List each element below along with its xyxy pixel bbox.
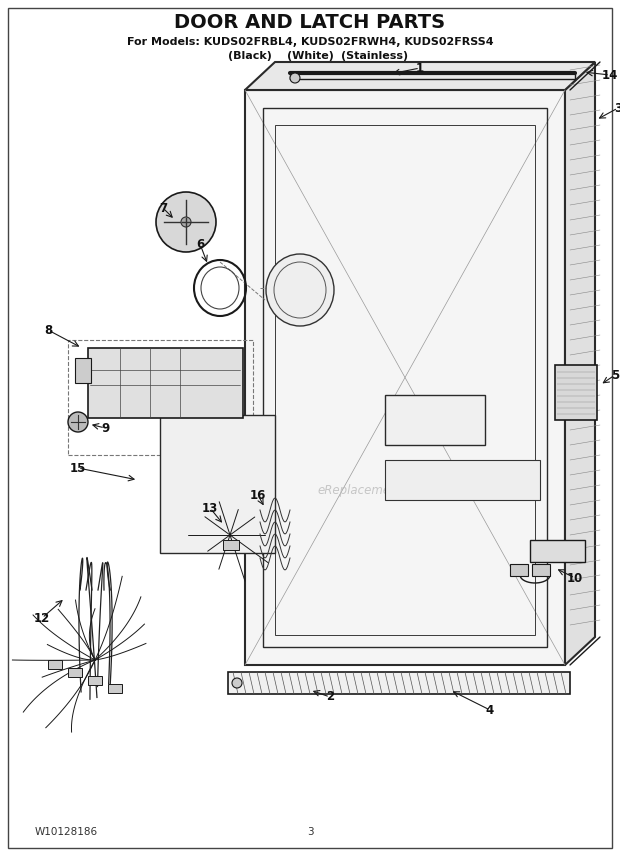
Text: 8: 8 [44,324,52,336]
Bar [510,564,528,576]
Text: 4: 4 [486,704,494,716]
Bar [48,660,62,669]
Text: 16: 16 [250,489,266,502]
Polygon shape [245,90,565,665]
Bar [88,676,102,685]
Bar [108,684,122,693]
Bar [530,540,585,562]
Polygon shape [245,62,595,90]
Bar [555,365,597,420]
Circle shape [181,217,191,227]
Text: 9: 9 [101,421,109,435]
Bar [228,672,570,694]
Text: 13: 13 [202,502,218,514]
Text: DOOR AND LATCH PARTS: DOOR AND LATCH PARTS [174,13,446,32]
Text: (Black): (Black) [228,51,272,61]
Circle shape [156,192,216,252]
Bar [88,348,243,418]
Text: (Stainless): (Stainless) [342,51,409,61]
Bar [532,564,550,576]
Text: 14: 14 [602,68,618,81]
Text: 15: 15 [70,461,86,474]
Text: For Models: KUDS02FRBL4, KUDS02FRWH4, KUDS02FRSS4: For Models: KUDS02FRBL4, KUDS02FRWH4, KU… [126,37,494,47]
Text: W10128186: W10128186 [35,827,98,837]
Text: (White): (White) [286,51,334,61]
Bar [68,340,253,455]
Ellipse shape [266,254,334,326]
Text: 10: 10 [567,572,583,585]
Text: 7: 7 [159,201,167,215]
Text: 1: 1 [416,62,424,74]
Text: 3: 3 [307,827,313,837]
Bar [75,358,91,383]
Text: eReplacementParts.com: eReplacementParts.com [318,484,462,496]
Circle shape [68,412,88,432]
Circle shape [232,678,242,688]
Bar [385,460,540,500]
Bar [160,415,275,553]
Text: 12: 12 [34,611,50,625]
Bar [223,540,239,550]
Text: 5: 5 [611,368,619,382]
Bar [68,668,82,677]
Circle shape [290,73,300,83]
Text: 2: 2 [326,691,334,704]
Text: 3: 3 [614,102,620,115]
Bar [385,395,485,445]
Polygon shape [565,62,595,665]
Text: 6: 6 [196,237,204,251]
